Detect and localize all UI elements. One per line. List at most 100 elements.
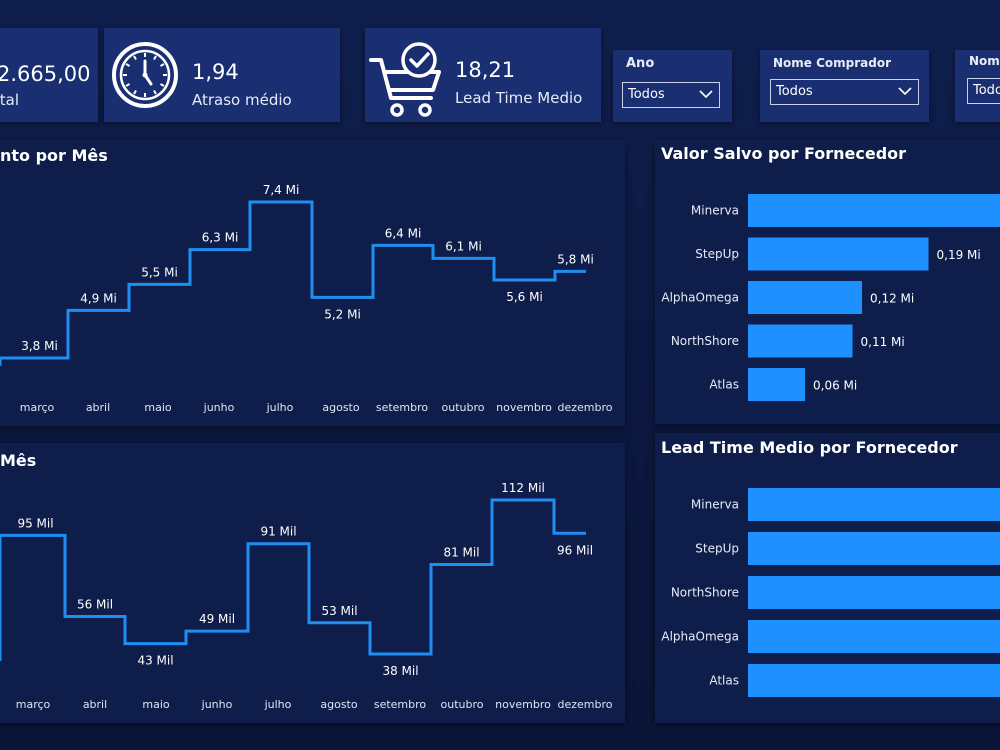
kpi-leadtime-label: Lead Time Medio <box>455 89 583 107</box>
shopping-cart-check-icon <box>369 40 443 124</box>
x-tick-label: maio <box>144 401 172 414</box>
bar <box>748 368 805 401</box>
category-label: Minerva <box>691 204 739 218</box>
x-tick-label: maio <box>142 698 170 711</box>
x-tick-label: abril <box>83 698 107 711</box>
filter-ano-label: Ano <box>626 56 655 71</box>
filter-comprador-value: Todos <box>776 84 813 99</box>
kpi-leadtime-value: 18,21 <box>455 58 516 82</box>
panel-valor-salvo: Valor Salvo por Fornecedor Minerva StepUp… <box>655 140 1000 424</box>
data-label: 6,1 Mi <box>445 239 482 253</box>
chevron-down-icon <box>699 88 713 103</box>
bar <box>748 532 1000 565</box>
kpi-total-value: 2.665,00 <box>0 62 91 86</box>
filter-comprador-label: Nome Comprador <box>773 56 892 70</box>
x-tick-label: outubro <box>441 698 484 711</box>
step-line-series <box>0 498 586 661</box>
x-tick-label: setembro <box>376 401 429 414</box>
filter-fornecedor-value: Todos <box>973 83 1000 98</box>
bar <box>748 664 1000 697</box>
bar <box>748 576 1000 609</box>
x-tick-label: outubro <box>442 401 485 414</box>
x-tick-label: junho <box>201 698 233 711</box>
x-tick-label: dezembro <box>558 401 613 414</box>
x-tick-label: março <box>16 698 51 711</box>
chart-valor-salvo: Minerva StepUp 0,19 Mi AlphaOmega 0,12 Mi Nor… <box>661 194 1000 401</box>
filter-fornecedor-dropdown[interactable]: Todos <box>967 78 1000 104</box>
kpi-card-total: 2.665,00 Total <box>0 28 98 122</box>
data-label: 4,9 Mi <box>80 291 117 305</box>
clock-icon <box>110 40 180 114</box>
data-label: 7,4 Mi <box>263 183 300 197</box>
data-label: 81 Mil <box>443 546 479 560</box>
category-label: AlphaOmega <box>661 291 739 305</box>
chart-monthly-mi: 3,8 Mi 4,9 Mi 5,5 Mi 6,3 Mi 7,4 Mi 5,2 Mi 6,4 … <box>0 183 613 414</box>
filter-comprador: Nome Comprador Todos <box>760 50 929 122</box>
data-label: 3,8 Mi <box>21 339 58 353</box>
data-label: 0,11 Mi <box>861 335 905 349</box>
bar <box>748 488 1000 521</box>
panel-monthly-mil-title: Mês <box>0 451 37 470</box>
x-tick-label: novembro <box>495 698 551 711</box>
panel-monthly-mil: Mês 95 Mil 56 Mil 43 Mil 49 Mil 91 Mil 53 Mil… <box>0 443 625 723</box>
x-tick-label: junho <box>203 401 235 414</box>
data-label: 6,3 Mi <box>202 231 239 245</box>
category-label: StepUp <box>695 542 739 556</box>
x-tick-label: dezembro <box>558 698 613 711</box>
data-label: 6,4 Mi <box>385 226 422 240</box>
x-tick-label: novembro <box>496 401 552 414</box>
x-tick-label: setembro <box>374 698 427 711</box>
kpi-total-label: Total <box>0 91 19 109</box>
panel-lead-time: Lead Time Medio por Fornecedor Minerva St… <box>655 433 1000 723</box>
step-line-series <box>0 200 586 366</box>
bar <box>748 194 1000 227</box>
category-label: Atlas <box>709 674 739 688</box>
kpi-atraso-value: 1,94 <box>192 60 239 84</box>
data-label: 53 Mil <box>321 604 357 618</box>
bar <box>748 620 1000 653</box>
category-label: Minerva <box>691 498 739 512</box>
x-tick-label: agosto <box>322 401 359 414</box>
data-label: 49 Mil <box>199 612 235 626</box>
data-label: 96 Mil <box>557 543 593 557</box>
panel-monthly-mi: nto por Mês 3,8 Mi 4,9 Mi 5,5 Mi 6,3 Mi 7,4 … <box>0 140 625 426</box>
category-label: NorthShore <box>671 334 739 348</box>
kpi-atraso-label: Atraso médio <box>192 91 292 109</box>
kpi-card-leadtime: 18,21 Lead Time Medio <box>365 28 601 122</box>
data-label: 38 Mil <box>382 664 418 678</box>
category-label: AlphaOmega <box>661 630 739 644</box>
x-tick-label: abril <box>86 401 110 414</box>
chart-lead-time: Minerva StepUp NorthShore AlphaOmega Atlas <box>661 488 1000 697</box>
category-label: StepUp <box>695 247 739 261</box>
bar <box>748 237 929 271</box>
filter-fornecedor-label: Nome <box>969 54 1000 68</box>
data-label: 5,6 Mi <box>506 290 543 304</box>
data-label: 0,06 Mi <box>813 379 857 393</box>
bar <box>748 281 862 314</box>
data-label: 91 Mil <box>260 525 296 539</box>
filter-ano-dropdown[interactable]: Todos <box>622 82 720 108</box>
x-tick-label: agosto <box>320 698 357 711</box>
category-label: NorthShore <box>671 586 739 600</box>
filter-fornecedor: Nome Todos <box>955 50 1000 122</box>
filter-comprador-dropdown[interactable]: Todos <box>770 79 919 105</box>
category-label: Atlas <box>709 378 739 392</box>
x-tick-label: julho <box>264 698 292 711</box>
data-label: 5,8 Mi <box>557 252 594 266</box>
data-label: 5,2 Mi <box>324 307 361 321</box>
panel-valor-salvo-title: Valor Salvo por Fornecedor <box>661 144 907 163</box>
x-tick-label: julho <box>266 401 294 414</box>
data-label: 5,5 Mi <box>141 265 178 279</box>
filter-ano: Ano Todos <box>613 50 732 122</box>
data-label: 112 Mil <box>501 481 545 495</box>
panel-lead-time-title: Lead Time Medio por Fornecedor <box>661 438 958 457</box>
data-label: 43 Mil <box>137 654 173 668</box>
data-label: 0,19 Mi <box>937 248 981 262</box>
data-label: 95 Mil <box>17 516 53 530</box>
filter-ano-value: Todos <box>628 87 665 102</box>
panel-monthly-mi-title: nto por Mês <box>0 146 108 165</box>
kpi-card-atraso: 1,94 Atraso médio <box>104 28 340 122</box>
x-tick-label: março <box>20 401 55 414</box>
data-label: 56 Mil <box>77 598 113 612</box>
bar <box>748 324 853 358</box>
